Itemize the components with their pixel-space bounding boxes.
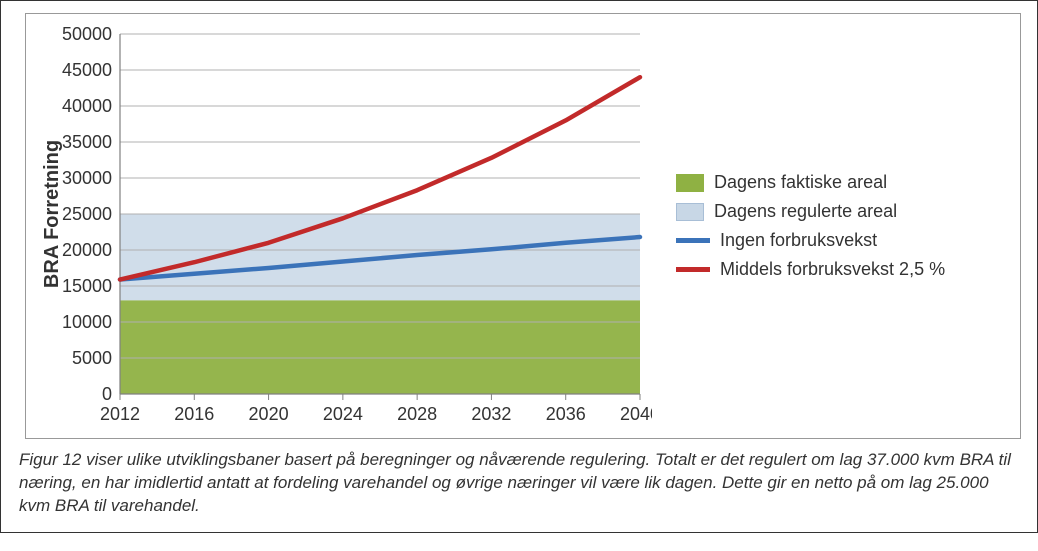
- y-tick-label: 50000: [62, 24, 112, 44]
- chart-frame: 0 5000 10000 15000 20000 25000 30000 35000 40000…: [25, 13, 1021, 439]
- legend-swatch-box: [676, 174, 704, 192]
- legend-swatch-box: [676, 203, 704, 221]
- band-actual-area: [120, 300, 640, 394]
- y-axis-label: BRA Forretning: [41, 140, 63, 288]
- x-tick-label: 2020: [249, 404, 289, 424]
- legend-item: Dagens faktiske areal: [676, 172, 945, 193]
- x-tick-label: 2012: [100, 404, 140, 424]
- y-tick-label: 40000: [62, 96, 112, 116]
- figure-outer-frame: 0 5000 10000 15000 20000 25000 30000 35000 40000…: [0, 0, 1038, 533]
- x-tick-label: 2024: [323, 404, 363, 424]
- x-tick-label: 2016: [174, 404, 214, 424]
- legend-label: Dagens faktiske areal: [714, 172, 887, 193]
- legend-label: Ingen forbruksvekst: [720, 230, 877, 251]
- y-tick-label: 30000: [62, 168, 112, 188]
- legend-item: Dagens regulerte areal: [676, 201, 945, 222]
- y-tick-label: 25000: [62, 204, 112, 224]
- chart-svg: 0 5000 10000 15000 20000 25000 30000 35000 40000…: [36, 24, 652, 428]
- y-tick-label: 45000: [62, 60, 112, 80]
- y-tick-label: 20000: [62, 240, 112, 260]
- legend-label: Middels forbruksvekst 2,5 %: [720, 259, 945, 280]
- y-tick-label: 35000: [62, 132, 112, 152]
- x-tick-label: 2040: [620, 404, 652, 424]
- y-tick-label: 0: [102, 384, 112, 404]
- legend-item: Ingen forbruksvekst: [676, 230, 945, 251]
- x-tick-label: 2028: [397, 404, 437, 424]
- y-tick-label: 10000: [62, 312, 112, 332]
- x-tick-label: 2036: [546, 404, 586, 424]
- chart-area: 0 5000 10000 15000 20000 25000 30000 35000 40000…: [36, 24, 652, 428]
- legend: Dagens faktiske areal Dagens regulerte ar…: [676, 164, 945, 288]
- chart-xticks: 2012 2016 2020 2024 2028 2032 2036 2040: [100, 394, 652, 424]
- y-tick-label: 5000: [72, 348, 112, 368]
- figure-caption: Figur 12 viser ulike utviklingsbaner bas…: [19, 449, 1021, 518]
- legend-label: Dagens regulerte areal: [714, 201, 897, 222]
- y-tick-label: 15000: [62, 276, 112, 296]
- legend-swatch-line: [676, 267, 710, 272]
- x-tick-label: 2032: [471, 404, 511, 424]
- legend-item: Middels forbruksvekst 2,5 %: [676, 259, 945, 280]
- legend-swatch-line: [676, 238, 710, 243]
